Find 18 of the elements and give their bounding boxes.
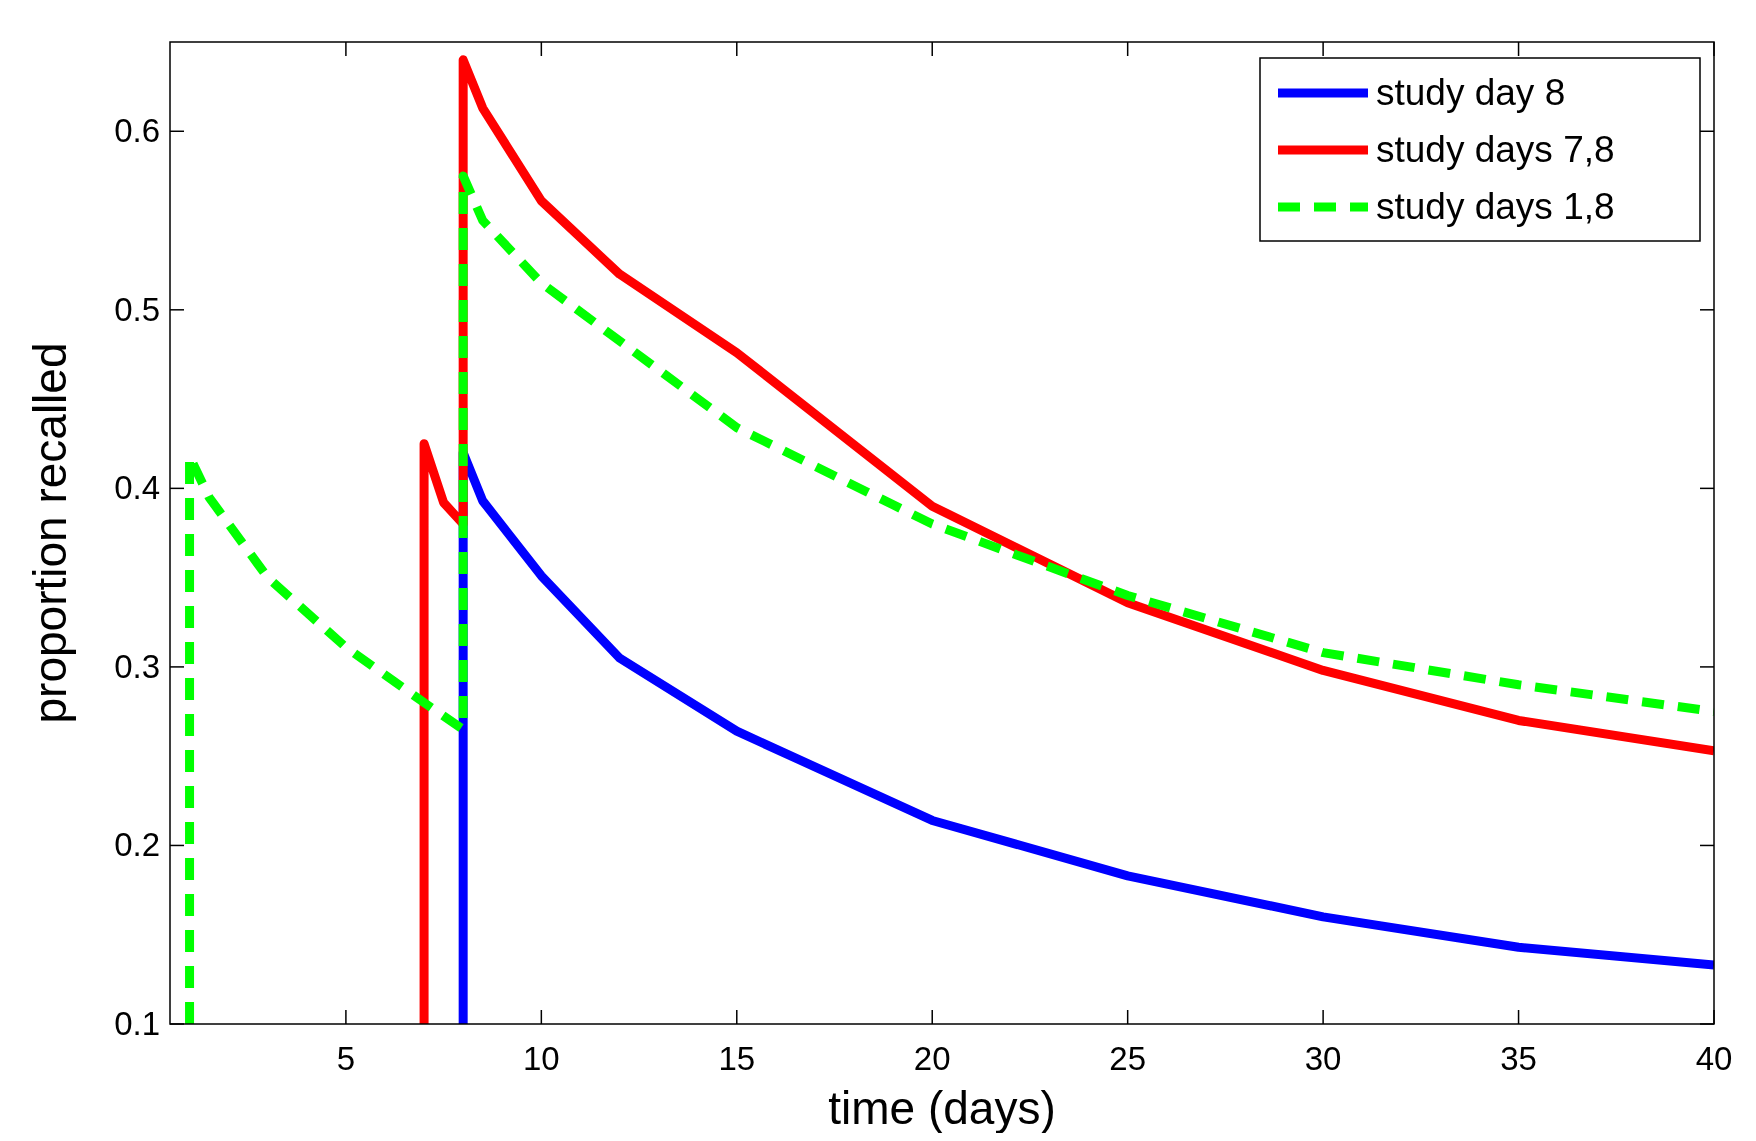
- x-tick-label: 40: [1695, 1040, 1733, 1077]
- y-tick-label: 0.6: [114, 112, 160, 150]
- x-tick-label: 35: [1500, 1040, 1537, 1077]
- y-tick-label: 0.2: [114, 826, 160, 864]
- y-axis-title: proportion recalled: [24, 342, 76, 724]
- y-tick-label: 0.3: [114, 647, 160, 685]
- y-tick-label: 0.4: [114, 469, 160, 507]
- y-tick-label: 0.1: [114, 1005, 160, 1042]
- legend-label: study day 8: [1376, 72, 1566, 113]
- x-tick-label: 30: [1304, 1040, 1342, 1077]
- y-tick-label: 0.5: [114, 290, 160, 328]
- x-tick-label: 15: [718, 1040, 756, 1077]
- legend-label: study days 7,8: [1376, 129, 1615, 170]
- x-tick-label: 10: [522, 1040, 560, 1077]
- legend-label: study days 1,8: [1376, 186, 1615, 227]
- x-tick-label: 20: [913, 1040, 951, 1077]
- x-tick-label: 25: [1109, 1040, 1147, 1077]
- x-tick-label: 5: [336, 1040, 356, 1077]
